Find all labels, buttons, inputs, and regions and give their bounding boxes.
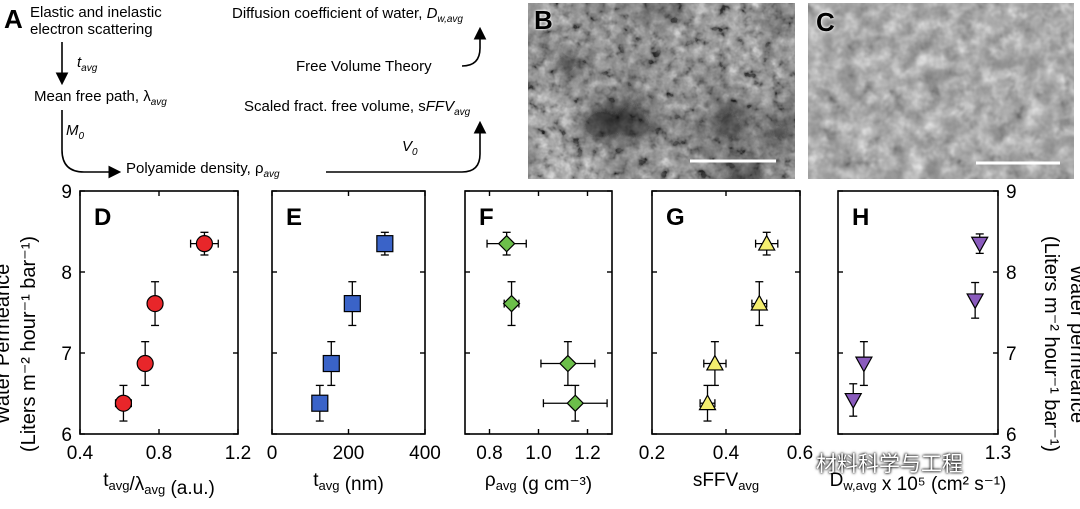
data-point xyxy=(750,281,769,327)
sffv-text: Scaled fract. free volume, sFFVavg xyxy=(244,98,471,118)
marker-square xyxy=(311,394,329,412)
x-tick-label: 200 xyxy=(333,443,365,464)
scattering-line-1: Elastic and inelastic xyxy=(30,4,162,21)
data-point xyxy=(970,233,989,255)
x-tick-label: 400 xyxy=(409,443,441,464)
y-tick-label: 7 xyxy=(1006,344,1017,365)
marker-square xyxy=(322,354,340,373)
x-axis-label: ρavg (g cm⁻³) xyxy=(485,470,592,495)
panel-label-g: G xyxy=(666,204,685,231)
marker-circle xyxy=(114,394,133,412)
y-tick-label: 9 xyxy=(1006,182,1017,203)
x-axis-label: Dw,avg x 10⁵ (cm² s⁻¹) xyxy=(830,470,1007,495)
marker-diamond xyxy=(502,294,521,313)
y-tick-label: 7 xyxy=(61,344,72,365)
marker-square xyxy=(376,235,394,253)
data-point xyxy=(966,281,985,319)
data-point xyxy=(189,231,219,256)
marker-diamond xyxy=(497,234,516,253)
data-point xyxy=(754,231,779,256)
x-axis-label: tavg (nm) xyxy=(313,470,384,495)
marker-circle xyxy=(195,235,214,253)
marker-triangle-down xyxy=(970,236,989,253)
arrow-mfp-to-density xyxy=(61,110,122,179)
scattering-line-2: electron scattering xyxy=(30,21,153,38)
y-tick-label: 9 xyxy=(61,182,72,203)
data-point xyxy=(703,341,727,387)
panel-label-d: D xyxy=(94,204,111,231)
diffusion-text: Diffusion coefficient of water, Dw,avg xyxy=(232,5,463,25)
mean-free-path-text: Mean free path, λavg xyxy=(34,88,167,108)
panel-label-c: C xyxy=(816,7,835,37)
density-text: Polyamide density, ρavg xyxy=(126,160,280,180)
x-tick-label: 0.4 xyxy=(713,443,740,464)
x-tick-label: 1.3 xyxy=(985,443,1011,464)
data-point xyxy=(136,341,154,387)
x-axis-label: sFFVavg xyxy=(693,470,759,493)
marker-triangle-down xyxy=(854,356,873,373)
marker-triangle-up xyxy=(757,234,776,251)
marker-triangle-up xyxy=(698,393,717,411)
marker-circle xyxy=(136,354,154,373)
data-point xyxy=(146,281,164,327)
arrow-density-to-sffv xyxy=(326,120,487,173)
arrow-sffv-to-diffusion xyxy=(461,26,487,67)
data-point xyxy=(542,384,608,422)
marker-circle xyxy=(146,294,164,313)
y-tick-label: 8 xyxy=(1006,263,1017,284)
marker-triangle-down xyxy=(966,293,985,310)
x-tick-label: 0.8 xyxy=(476,443,502,464)
x-tick-label: 0 xyxy=(267,443,278,464)
data-point xyxy=(854,341,873,387)
panel-label-f: F xyxy=(479,204,494,231)
marker-triangle-up xyxy=(750,294,769,311)
x-axis-label: tavg/λavg (a.u.) xyxy=(103,470,215,499)
data-point xyxy=(844,383,863,417)
data-point xyxy=(114,384,133,422)
x-tick-label: 1.0 xyxy=(525,443,551,464)
micrograph-b: B xyxy=(528,3,795,179)
data-point xyxy=(540,341,596,387)
scattering-text: Elastic and inelastic electron scatterin… xyxy=(30,4,162,38)
marker-triangle-down xyxy=(844,392,863,410)
watermark-text: 材料科学与工程 xyxy=(816,452,963,476)
plot-frame xyxy=(837,190,999,435)
data-point xyxy=(376,231,394,256)
y-tick-label: 6 xyxy=(1006,425,1017,446)
data-point xyxy=(698,384,717,422)
marker-square xyxy=(343,294,361,313)
micrograph-c: C xyxy=(808,3,1074,179)
x-tick-label: 0.4 xyxy=(67,443,94,464)
v0-label: V0 xyxy=(402,138,418,158)
marker-diamond xyxy=(559,354,577,373)
data-point xyxy=(311,384,329,422)
marker-triangle-up xyxy=(705,354,724,371)
y-tick-label: 8 xyxy=(61,263,72,284)
x-tick-label: 0.2 xyxy=(639,443,665,464)
panel-f: F 0.8 1.0 1.2 ρavg (g cm⁻³) xyxy=(464,190,613,495)
flow-arrows xyxy=(55,26,487,179)
x-tick-label: 1.2 xyxy=(225,443,251,464)
panel-label-a: A xyxy=(4,4,23,34)
panel-e: E 0 200 400 tavg (nm) xyxy=(267,190,441,495)
panel-label-h: H xyxy=(852,204,869,231)
data-point xyxy=(502,281,521,327)
marker-diamond xyxy=(566,394,585,413)
y-tick-label: 6 xyxy=(61,425,72,446)
x-tick-label: 0.6 xyxy=(787,443,813,464)
panel-h: H 6 7 8 9 1.3 Dw,avg x 10⁵ (cm² s⁻¹) xyxy=(830,182,1017,495)
panel-label-e: E xyxy=(286,204,302,231)
data-point xyxy=(486,231,527,256)
x-tick-label: 1.2 xyxy=(574,443,600,464)
free-volume-theory-text: Free Volume Theory xyxy=(296,58,432,75)
t-avg-label: tavg xyxy=(77,54,98,74)
panel-g: G 0.2 0.4 0.6 sFFVavg xyxy=(639,190,813,493)
panel-label-b: B xyxy=(534,5,553,35)
x-tick-label: 0.8 xyxy=(146,443,172,464)
m0-label: M0 xyxy=(66,122,85,142)
data-point xyxy=(343,281,361,327)
data-point xyxy=(322,341,340,387)
panel-d: D 6 7 8 9 0.4 0.8 1.2 tavg/λavg (a.u.) xyxy=(61,182,251,499)
